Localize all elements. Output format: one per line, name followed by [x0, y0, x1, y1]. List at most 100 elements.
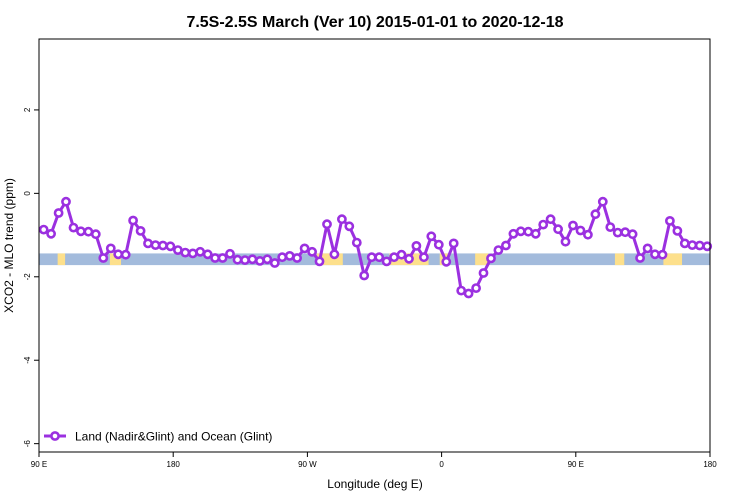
data-point — [463, 288, 474, 299]
land-band-segment — [663, 253, 683, 266]
x-tick-label: 180 — [703, 460, 717, 469]
data-point — [366, 252, 377, 263]
data-point — [53, 208, 64, 218]
x-tick-label: 90 E — [568, 460, 584, 469]
data-point — [292, 253, 302, 263]
data-point — [538, 219, 549, 230]
data-point — [478, 268, 489, 278]
data-point — [620, 227, 631, 238]
chart-title: 7.5S-2.5S March (Ver 10) 2015-01-01 to 2… — [186, 14, 563, 31]
data-point — [90, 229, 101, 240]
data-point — [98, 253, 109, 263]
data-point — [530, 228, 541, 239]
y-tick-label: 2 — [23, 107, 32, 112]
data-point — [605, 222, 616, 232]
data-point — [396, 249, 407, 260]
data-point — [336, 214, 347, 225]
data-point — [61, 196, 71, 207]
data-point — [46, 228, 56, 239]
data-point — [307, 246, 317, 257]
data-point — [165, 241, 176, 252]
data-point — [217, 253, 228, 263]
data-point — [381, 256, 392, 267]
data-point — [642, 243, 653, 254]
data-point — [314, 256, 325, 267]
data-point — [471, 283, 481, 293]
y-tick-label: -6 — [23, 440, 32, 448]
x-tick-label: 180 — [167, 460, 181, 469]
y-tick-label: 0 — [23, 191, 32, 196]
data-point — [240, 255, 250, 265]
data-point — [515, 226, 526, 237]
data-point — [68, 222, 79, 233]
data-point — [441, 256, 452, 267]
data-point — [694, 240, 705, 251]
data-point — [225, 248, 235, 259]
data-point — [590, 209, 601, 220]
data-point — [404, 253, 414, 264]
data-point — [448, 238, 459, 249]
x-tick-label: 90 E — [31, 460, 47, 469]
data-point — [553, 224, 563, 235]
data-point — [262, 254, 273, 265]
data-point — [76, 226, 86, 237]
data-point — [299, 243, 310, 254]
data-point — [418, 252, 429, 263]
data-point — [202, 249, 213, 260]
data-point — [486, 253, 496, 264]
series-points — [38, 196, 713, 299]
legend: Land (Nadir&Glint) and Ocean (Glint) — [44, 430, 272, 444]
data-point — [187, 248, 198, 259]
data-point — [635, 253, 645, 263]
data-point — [105, 243, 116, 254]
x-axis-ticks: 90 E 180 90 W 0 90 E 180 — [31, 452, 717, 469]
data-point — [575, 225, 586, 236]
data-point — [277, 252, 288, 263]
data-point — [665, 215, 675, 226]
data-point — [545, 214, 556, 225]
land-band-segment — [57, 253, 66, 266]
data-point — [269, 258, 280, 268]
legend-marker — [50, 431, 60, 441]
x-axis-label: Longitude (deg E) — [327, 477, 422, 491]
data-point — [597, 196, 608, 207]
data-point — [195, 246, 206, 257]
data-point — [232, 254, 243, 265]
data-point — [500, 240, 511, 251]
data-point — [38, 224, 49, 235]
data-point — [180, 247, 191, 258]
data-point — [411, 240, 422, 251]
data-point — [120, 249, 131, 260]
data-point — [650, 249, 660, 260]
series-line — [42, 200, 708, 295]
data-point — [657, 249, 668, 260]
data-point — [113, 249, 124, 260]
land-band-segment — [614, 253, 625, 266]
data-point — [344, 221, 355, 232]
data-point — [568, 220, 578, 231]
data-point — [359, 270, 370, 281]
data-point — [679, 238, 690, 249]
y-axis-label: XCO2 - MLO trend (ppm) — [2, 178, 16, 313]
data-point — [254, 255, 265, 266]
data-point — [157, 240, 168, 251]
data-point — [560, 236, 571, 247]
data-point — [128, 215, 138, 226]
data-point — [672, 225, 683, 236]
legend-label: Land (Nadir&Glint) and Ocean (Glint) — [75, 430, 272, 444]
data-point — [210, 253, 220, 263]
y-tick-label: -4 — [23, 356, 32, 364]
data-point — [612, 227, 623, 238]
data-point — [627, 229, 638, 240]
y-axis-ticks: 2 0 -2 -4 -6 — [23, 107, 39, 447]
data-point — [493, 245, 504, 255]
x-tick-label: 0 — [439, 460, 444, 469]
x-tick-label: 90 W — [298, 460, 317, 469]
data-point — [374, 252, 385, 263]
land-band-segment — [316, 253, 343, 266]
land-band-segment — [475, 253, 489, 266]
data-point — [426, 231, 437, 242]
land-band-segment — [109, 253, 122, 266]
data-point — [433, 239, 444, 250]
